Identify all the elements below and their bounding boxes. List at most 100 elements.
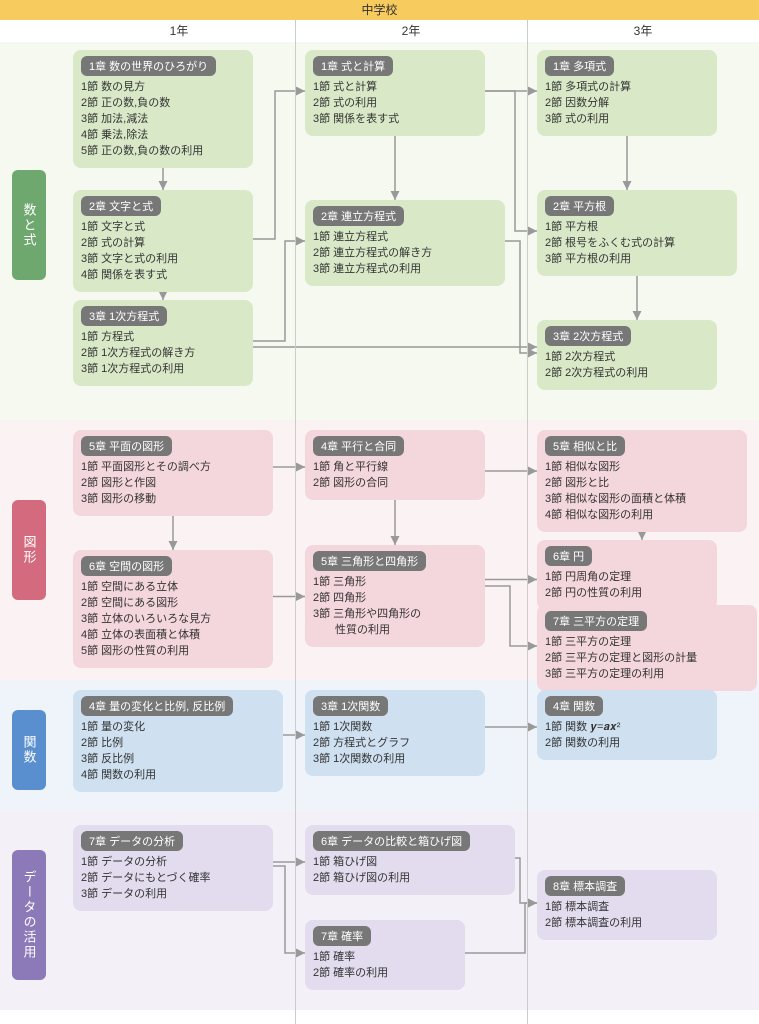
node-g1b: 6章 空間の図形1節 空間にある立体2節 空間にある図形3節 立体のいろいろな見… <box>73 550 273 668</box>
section-label: 1節 方程式 <box>81 330 245 346</box>
node-n1a: 1章 数の世界のひろがり 1節 数の見方2節 正の数,負の数3節 加法,減法4節 … <box>73 50 253 168</box>
section-label: 1節 空間にある立体 <box>81 580 265 596</box>
section-label: 3節 反比例 <box>81 752 275 768</box>
section-label: 1節 三角形 <box>313 575 477 591</box>
section-label: 1節 確率 <box>313 950 457 966</box>
section-label: 3節 1次関数の利用 <box>313 752 477 768</box>
node-f1a: 4章 量の変化と比例, 反比例1節 量の変化2節 比例3節 反比例4節 関数の利… <box>73 690 283 792</box>
section-label: 3節 文字と式の利用 <box>81 252 245 268</box>
header-year-2: 2年 <box>295 20 527 42</box>
node-g2b: 5章 三角形と四角形1節 三角形2節 四角形3節 三角形や四角形の 性質の利用 <box>305 545 485 647</box>
section-label: 4節 相似な図形の利用 <box>545 508 739 524</box>
section-label: 1節 連立方程式 <box>313 230 497 246</box>
section-label: 1節 相似な図形 <box>545 460 739 476</box>
category-tab-dat: データの活用 <box>12 850 46 980</box>
section-label: 2節 正の数,負の数 <box>81 96 245 112</box>
section-label: 2節 方程式とグラフ <box>313 736 477 752</box>
chapter-label: 3章 1次方程式 <box>81 306 167 326</box>
section-label: 2節 式の利用 <box>313 96 477 112</box>
chapter-label: 1章 多項式 <box>545 56 614 76</box>
category-tab-fun: 関数 <box>12 710 46 790</box>
chapter-label: 4章 関数 <box>545 696 603 716</box>
section-label: 1節 文字と式 <box>81 220 245 236</box>
chapter-label: 5章 平面の図形 <box>81 436 172 456</box>
node-n3a: 1章 多項式 1節 多項式の計算2節 因数分解3節 式の利用 <box>537 50 717 136</box>
section-label: 2節 標本調査の利用 <box>545 916 709 932</box>
node-d2b: 7章 確率 1節 確率2節 確率の利用 <box>305 920 465 990</box>
section-label: 4節 乗法,除法 <box>81 128 245 144</box>
chapter-label: 3章 2次方程式 <box>545 326 631 346</box>
section-label: 3節 連立方程式の利用 <box>313 262 497 278</box>
section-label: 2節 因数分解 <box>545 96 709 112</box>
section-label: 2節 確率の利用 <box>313 966 457 982</box>
node-n3c: 3章 2次方程式 1節 2次方程式2節 2次方程式の利用 <box>537 320 717 390</box>
node-d3a: 8章 標本調査 1節 標本調査2節 標本調査の利用 <box>537 870 717 940</box>
section-label: 3節 式の利用 <box>545 112 709 128</box>
chapter-label: 1章 数の世界のひろがり <box>81 56 216 76</box>
node-g2a: 4章 平行と合同 1節 角と平行線2節 図形の合同 <box>305 430 485 500</box>
section-label: 3節 加法,減法 <box>81 112 245 128</box>
section-label: 1節 標本調査 <box>545 900 709 916</box>
section-label: 1節 多項式の計算 <box>545 80 709 96</box>
section-label: 2節 連立方程式の解き方 <box>313 246 497 262</box>
node-f2a: 3章 1次関数1節 1次関数2節 方程式とグラフ3節 1次関数の利用 <box>305 690 485 776</box>
section-label: 3節 1次方程式の利用 <box>81 362 245 378</box>
section-label: 4節 立体の表面積と体積 <box>81 628 265 644</box>
section-label: 2節 式の計算 <box>81 236 245 252</box>
section-label: 2節 1次方程式の解き方 <box>81 346 245 362</box>
section-label: 3節 データの利用 <box>81 887 265 903</box>
section-label: 2節 データにもとづく確率 <box>81 871 265 887</box>
section-label: 1節 三平方の定理 <box>545 635 749 651</box>
chapter-label: 5章 三角形と四角形 <box>313 551 426 571</box>
chapter-label: 7章 三平方の定理 <box>545 611 647 631</box>
node-g3b: 6章 円1節 円周角の定理2節 円の性質の利用 <box>537 540 717 610</box>
node-d1a: 7章 データの分析 1節 データの分析2節 データにもとづく確率3節 データの利用 <box>73 825 273 911</box>
column-divider <box>527 20 528 1024</box>
section-label: 1節 データの分析 <box>81 855 265 871</box>
section-label: 5節 図形の性質の利用 <box>81 644 265 660</box>
section-label: 2節 箱ひげ図の利用 <box>313 871 507 887</box>
chapter-label: 5章 相似と比 <box>545 436 625 456</box>
section-label: 1節 箱ひげ図 <box>313 855 507 871</box>
category-tab-num: 数と式 <box>12 170 46 280</box>
chapter-label: 4章 平行と合同 <box>313 436 404 456</box>
section-label: 2節 空間にある図形 <box>81 596 265 612</box>
section-label: 2節 四角形 <box>313 591 477 607</box>
node-n2a: 1章 式と計算1節 式と計算2節 式の利用3節 関係を表す式 <box>305 50 485 136</box>
node-f3a: 4章 関数1節 関数 𝒚=𝒂𝒙²2節 関数の利用 <box>537 690 717 760</box>
chapter-label: 7章 確率 <box>313 926 371 946</box>
section-label: 1節 量の変化 <box>81 720 275 736</box>
chapter-label: 1章 式と計算 <box>313 56 393 76</box>
node-n1b: 2章 文字と式1節 文字と式2節 式の計算3節 文字と式の利用4節 関係を表す式 <box>73 190 253 292</box>
header-title: 中学校 <box>0 0 759 20</box>
section-label: 1節 数の見方 <box>81 80 245 96</box>
section-label: 2節 三平方の定理と図形の計量 <box>545 651 749 667</box>
node-g3c: 7章 三平方の定理 1節 三平方の定理2節 三平方の定理と図形の計量3節 三平方の… <box>537 605 757 691</box>
chapter-label: 2章 文字と式 <box>81 196 161 216</box>
section-label: 2節 根号をふくむ式の計算 <box>545 236 729 252</box>
section-label: 1節 角と平行線 <box>313 460 477 476</box>
section-label: 5節 正の数,負の数の利用 <box>81 144 245 160</box>
section-label: 1節 2次方程式 <box>545 350 709 366</box>
section-label: 2節 図形と作図 <box>81 476 265 492</box>
chapter-label: 8章 標本調査 <box>545 876 625 896</box>
section-label: 3節 関係を表す式 <box>313 112 477 128</box>
chapter-label: 3章 1次関数 <box>313 696 388 716</box>
chapter-label: 7章 データの分析 <box>81 831 183 851</box>
column-divider <box>295 20 296 1024</box>
section-label: 4節 関数の利用 <box>81 768 275 784</box>
section-label: 2節 2次方程式の利用 <box>545 366 709 382</box>
chapter-label: 6章 空間の図形 <box>81 556 172 576</box>
section-label: 2節 図形の合同 <box>313 476 477 492</box>
node-g1a: 5章 平面の図形1節 平面図形とその調べ方2節 図形と作図3節 図形の移動 <box>73 430 273 516</box>
section-label: 1節 円周角の定理 <box>545 570 709 586</box>
section-label: 2節 円の性質の利用 <box>545 586 709 602</box>
section-label: 2節 比例 <box>81 736 275 752</box>
chapter-label: 6章 データの比較と箱ひげ図 <box>313 831 470 851</box>
section-label: 3節 三平方の定理の利用 <box>545 667 749 683</box>
header-year-3: 3年 <box>527 20 759 42</box>
section-label: 3節 図形の移動 <box>81 492 265 508</box>
category-tab-geo: 図形 <box>12 500 46 600</box>
section-label: 3節 平方根の利用 <box>545 252 729 268</box>
node-d2a: 6章 データの比較と箱ひげ図 1節 箱ひげ図2節 箱ひげ図の利用 <box>305 825 515 895</box>
